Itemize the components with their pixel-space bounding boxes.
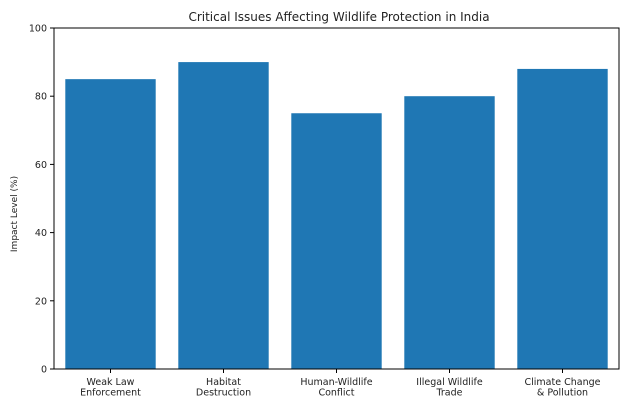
y-tick-label: 20 xyxy=(35,296,47,307)
y-tick-label: 0 xyxy=(41,365,47,376)
x-tick-label: & Pollution xyxy=(537,388,588,399)
y-tick-label: 40 xyxy=(35,228,47,239)
x-tick-label: Climate Change xyxy=(525,377,601,388)
bars xyxy=(65,62,608,370)
y-tick-label: 60 xyxy=(35,160,47,171)
y-tick-label: 100 xyxy=(29,24,47,35)
x-tick-label: Conflict xyxy=(318,388,354,399)
x-tick-label: Human-Wildlife xyxy=(300,377,372,388)
x-tick-label: Illegal Wildlife xyxy=(416,377,483,388)
bar xyxy=(517,68,608,370)
bar xyxy=(291,113,382,369)
x-tick-label: Habitat xyxy=(206,377,241,388)
plot-frame xyxy=(53,27,620,370)
bar xyxy=(404,96,495,369)
y-axis-ticks: 0 20 40 60 80 100 xyxy=(29,24,54,376)
x-tick-label: Weak Law xyxy=(87,377,135,388)
bar xyxy=(178,62,269,369)
axes-frame xyxy=(53,27,620,370)
x-tick-label: Enforcement xyxy=(80,388,141,399)
bar xyxy=(65,79,156,370)
chart-title: Critical Issues Affecting Wildlife Prote… xyxy=(188,10,489,24)
y-axis-label: Impact Level (%) xyxy=(10,176,20,252)
x-tick-label: Destruction xyxy=(196,388,251,399)
y-tick-label: 80 xyxy=(35,92,47,103)
x-tick-label: Trade xyxy=(435,388,462,399)
